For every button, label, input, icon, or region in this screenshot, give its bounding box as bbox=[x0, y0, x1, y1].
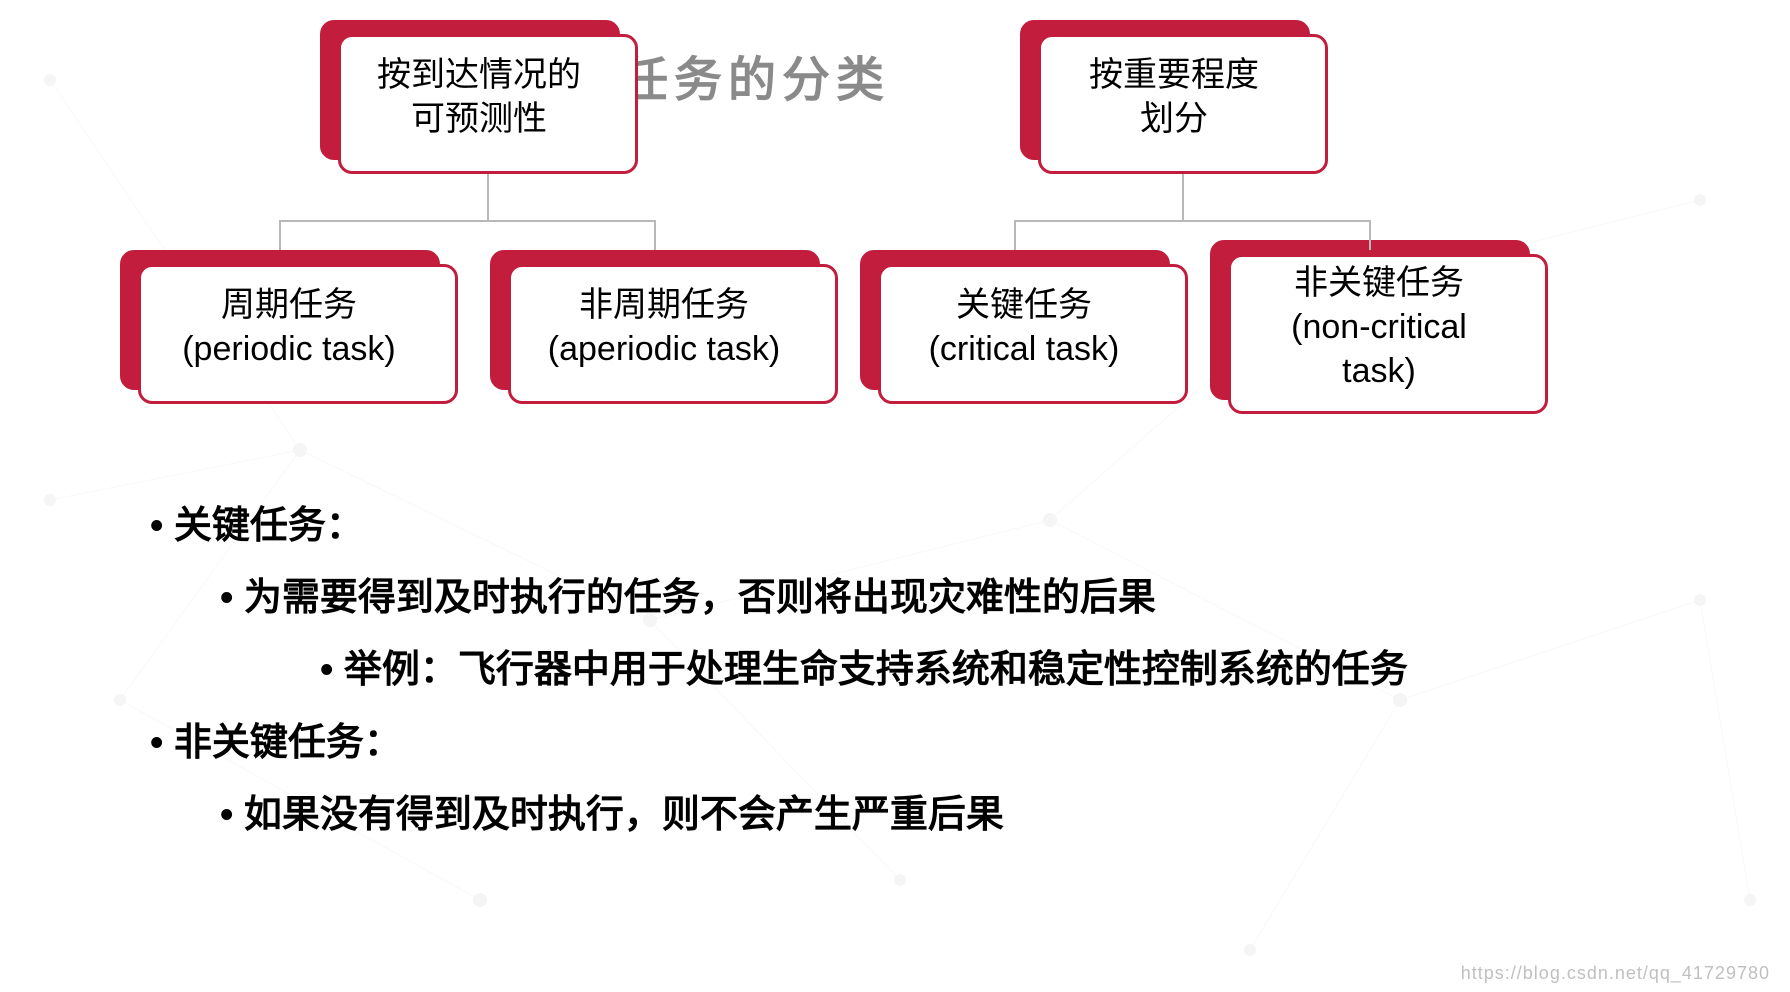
watermark: https://blog.csdn.net/qq_41729780 bbox=[1461, 963, 1770, 984]
node-label: 划分 bbox=[1140, 97, 1208, 141]
bullet-list: 关键任务：为需要得到及时执行的任务，否则将出现灾难性的后果举例：飞行器中用于处理… bbox=[150, 490, 1650, 851]
connector-line bbox=[1015, 220, 1370, 222]
connector-line bbox=[280, 220, 655, 222]
list-item: 为需要得到及时执行的任务，否则将出现灾难性的后果 bbox=[220, 562, 1650, 634]
node-label: 周期任务 bbox=[221, 283, 357, 327]
connector-line bbox=[654, 220, 656, 250]
tree-diagram: 按到达情况的可预测性周期任务(periodic task) 非周期任务(aperi… bbox=[0, 10, 1790, 430]
list-item: 关键任务： bbox=[150, 490, 1650, 562]
tree-node-p2: 按重要程度划分 bbox=[1020, 20, 1310, 160]
node-label: 可预测性 bbox=[411, 97, 547, 141]
node-label: (non-critical bbox=[1291, 305, 1467, 349]
connector-line bbox=[1014, 220, 1016, 250]
tree-node-c3: 关键任务(critical task) bbox=[860, 250, 1170, 390]
tree-node-p1: 按到达情况的可预测性 bbox=[320, 20, 620, 160]
tree-node-c1: 周期任务(periodic task) bbox=[120, 250, 440, 390]
node-label: task) bbox=[1342, 349, 1416, 393]
connector-line bbox=[279, 220, 281, 250]
node-label: 按重要程度 bbox=[1089, 53, 1259, 97]
list-item: 如果没有得到及时执行，则不会产生严重后果 bbox=[220, 779, 1650, 851]
node-label: (critical task) bbox=[929, 327, 1120, 371]
node-label: 按到达情况的 bbox=[377, 53, 581, 97]
connector-line bbox=[1369, 220, 1371, 250]
list-item: 非关键任务： bbox=[150, 707, 1650, 779]
connector-line bbox=[1182, 174, 1184, 220]
node-label: (periodic task) bbox=[182, 327, 396, 371]
node-label: 非周期任务 bbox=[579, 283, 749, 327]
node-label: (aperiodic task) bbox=[548, 327, 780, 371]
connector-line bbox=[487, 174, 489, 220]
node-label: 关键任务 bbox=[956, 283, 1092, 327]
tree-node-c4: 非关键任务(non-criticaltask) bbox=[1210, 240, 1530, 400]
tree-node-c2: 非周期任务(aperiodic task) bbox=[490, 250, 820, 390]
list-item: 举例：飞行器中用于处理生命支持系统和稳定性控制系统的任务 bbox=[320, 634, 1650, 706]
node-label: 非关键任务 bbox=[1294, 261, 1464, 305]
